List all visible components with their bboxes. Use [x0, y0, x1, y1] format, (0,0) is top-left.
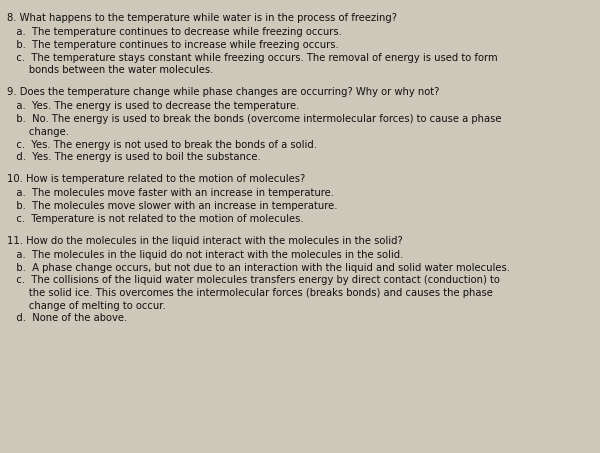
- Text: b.  No. The energy is used to break the bonds (overcome intermolecular forces) t: b. No. The energy is used to break the b…: [7, 114, 502, 124]
- Text: a.  Yes. The energy is used to decrease the temperature.: a. Yes. The energy is used to decrease t…: [7, 101, 299, 111]
- Text: a.  The molecules move faster with an increase in temperature.: a. The molecules move faster with an inc…: [7, 188, 334, 198]
- Text: d.  Yes. The energy is used to boil the substance.: d. Yes. The energy is used to boil the s…: [7, 152, 261, 162]
- Text: 10. How is temperature related to the motion of molecules?: 10. How is temperature related to the mo…: [7, 174, 305, 184]
- Text: change.: change.: [7, 127, 69, 137]
- Text: c.  The collisions of the liquid water molecules transfers energy by direct cont: c. The collisions of the liquid water mo…: [7, 275, 500, 285]
- Text: 11. How do the molecules in the liquid interact with the molecules in the solid?: 11. How do the molecules in the liquid i…: [7, 236, 403, 246]
- Text: a.  The temperature continues to decrease while freezing occurs.: a. The temperature continues to decrease…: [7, 27, 342, 37]
- Text: b.  The molecules move slower with an increase in temperature.: b. The molecules move slower with an inc…: [7, 201, 338, 211]
- Text: bonds between the water molecules.: bonds between the water molecules.: [7, 65, 214, 75]
- Text: c.  Temperature is not related to the motion of molecules.: c. Temperature is not related to the mot…: [7, 214, 304, 224]
- Text: c.  The temperature stays constant while freezing occurs. The removal of energy : c. The temperature stays constant while …: [7, 53, 498, 63]
- Text: change of melting to occur.: change of melting to occur.: [7, 301, 166, 311]
- Text: 9. Does the temperature change while phase changes are occurring? Why or why not: 9. Does the temperature change while pha…: [7, 87, 440, 97]
- Text: 8. What happens to the temperature while water is in the process of freezing?: 8. What happens to the temperature while…: [7, 13, 397, 23]
- Text: c.  Yes. The energy is not used to break the bonds of a solid.: c. Yes. The energy is not used to break …: [7, 140, 317, 149]
- Text: b.  The temperature continues to increase while freezing occurs.: b. The temperature continues to increase…: [7, 40, 339, 50]
- Text: the solid ice. This overcomes the intermolecular forces (breaks bonds) and cause: the solid ice. This overcomes the interm…: [7, 288, 493, 298]
- Text: d.  None of the above.: d. None of the above.: [7, 313, 127, 323]
- Text: b.  A phase change occurs, but not due to an interaction with the liquid and sol: b. A phase change occurs, but not due to…: [7, 263, 510, 273]
- Text: a.  The molecules in the liquid do not interact with the molecules in the solid.: a. The molecules in the liquid do not in…: [7, 250, 404, 260]
